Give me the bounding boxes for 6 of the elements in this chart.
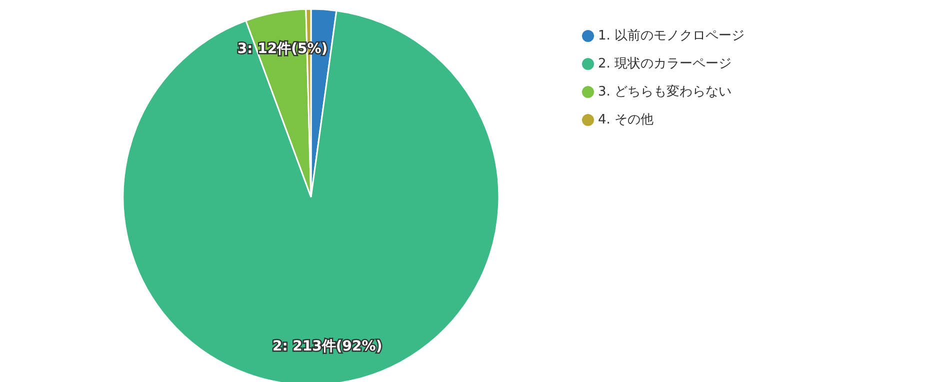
legend-label: 4. その他 [598,112,654,128]
legend-label: 2. 現状のカラーページ [598,56,732,72]
legend-label: 3. どちらも変わらない [598,84,732,100]
legend-label: 1. 以前のモノクロページ [598,28,745,44]
data-label: 3: 12件(5%) [237,41,328,58]
data-label: 2: 213件(92%) [272,338,382,354]
